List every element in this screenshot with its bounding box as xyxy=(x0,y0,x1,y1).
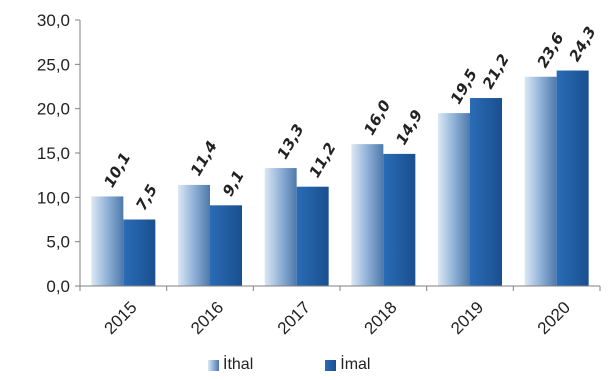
data-label: 9,1 xyxy=(219,167,248,199)
x-tick-label: 2016 xyxy=(187,298,227,338)
legend-swatch-ithal xyxy=(208,359,219,371)
x-tick-label: 2020 xyxy=(534,298,574,338)
data-label: 10,1 xyxy=(100,149,134,190)
y-tick-label: 25,0 xyxy=(37,55,70,74)
bar-ithal-2016 xyxy=(178,184,210,286)
x-tick-label: 2019 xyxy=(447,298,487,338)
x-tick-label: 2017 xyxy=(274,298,314,338)
y-tick-label: 30,0 xyxy=(37,11,70,30)
y-tick-label: 15,0 xyxy=(37,144,70,163)
legend-label-ithal: İthal xyxy=(223,356,254,373)
bar-ithal-2018 xyxy=(351,144,384,286)
data-label: 11,2 xyxy=(306,140,340,181)
bar-imal-2017 xyxy=(296,186,329,286)
bar-imal-2020 xyxy=(556,70,589,286)
legend-item-ithal: İthal xyxy=(208,356,253,374)
legend: İthal İmal xyxy=(208,356,442,374)
y-tick-label: 5,0 xyxy=(46,233,70,252)
bar-imal-2016 xyxy=(210,205,242,286)
bar-imal-2019 xyxy=(470,98,502,286)
legend-swatch-imal xyxy=(325,359,337,371)
data-label: 23,6 xyxy=(534,30,568,71)
y-tick-label: 20,0 xyxy=(37,100,70,119)
bar-imal-2018 xyxy=(383,153,416,286)
y-axis: 0,0 5,0 10,0 15,0 20,0 25,0 30,0 xyxy=(37,11,81,296)
x-tick-label: 2018 xyxy=(360,298,400,338)
data-label: 7,5 xyxy=(132,181,161,213)
bar-ithal-2020 xyxy=(524,76,557,286)
x-axis: 2015 2016 2017 2018 2019 2020 xyxy=(79,285,601,338)
data-label: 16,0 xyxy=(360,97,394,138)
bar-ithal-2017 xyxy=(264,168,297,286)
y-tick-label: 0,0 xyxy=(46,277,70,296)
data-label: 14,9 xyxy=(392,107,426,148)
y-tick-label: 10,0 xyxy=(37,188,70,207)
x-tick-label: 2015 xyxy=(100,298,140,338)
data-label: 13,3 xyxy=(274,121,308,162)
bar-ithal-2019 xyxy=(438,113,470,286)
bar-ithal-2015 xyxy=(91,196,124,286)
data-label: 11,4 xyxy=(187,138,221,179)
bar-imal-2015 xyxy=(123,219,156,286)
data-label: 21,2 xyxy=(479,51,513,92)
legend-item-imal: İmal xyxy=(325,356,370,374)
bars xyxy=(91,70,589,286)
data-label: 24,3 xyxy=(566,23,600,64)
legend-label-imal: İmal xyxy=(340,356,371,373)
